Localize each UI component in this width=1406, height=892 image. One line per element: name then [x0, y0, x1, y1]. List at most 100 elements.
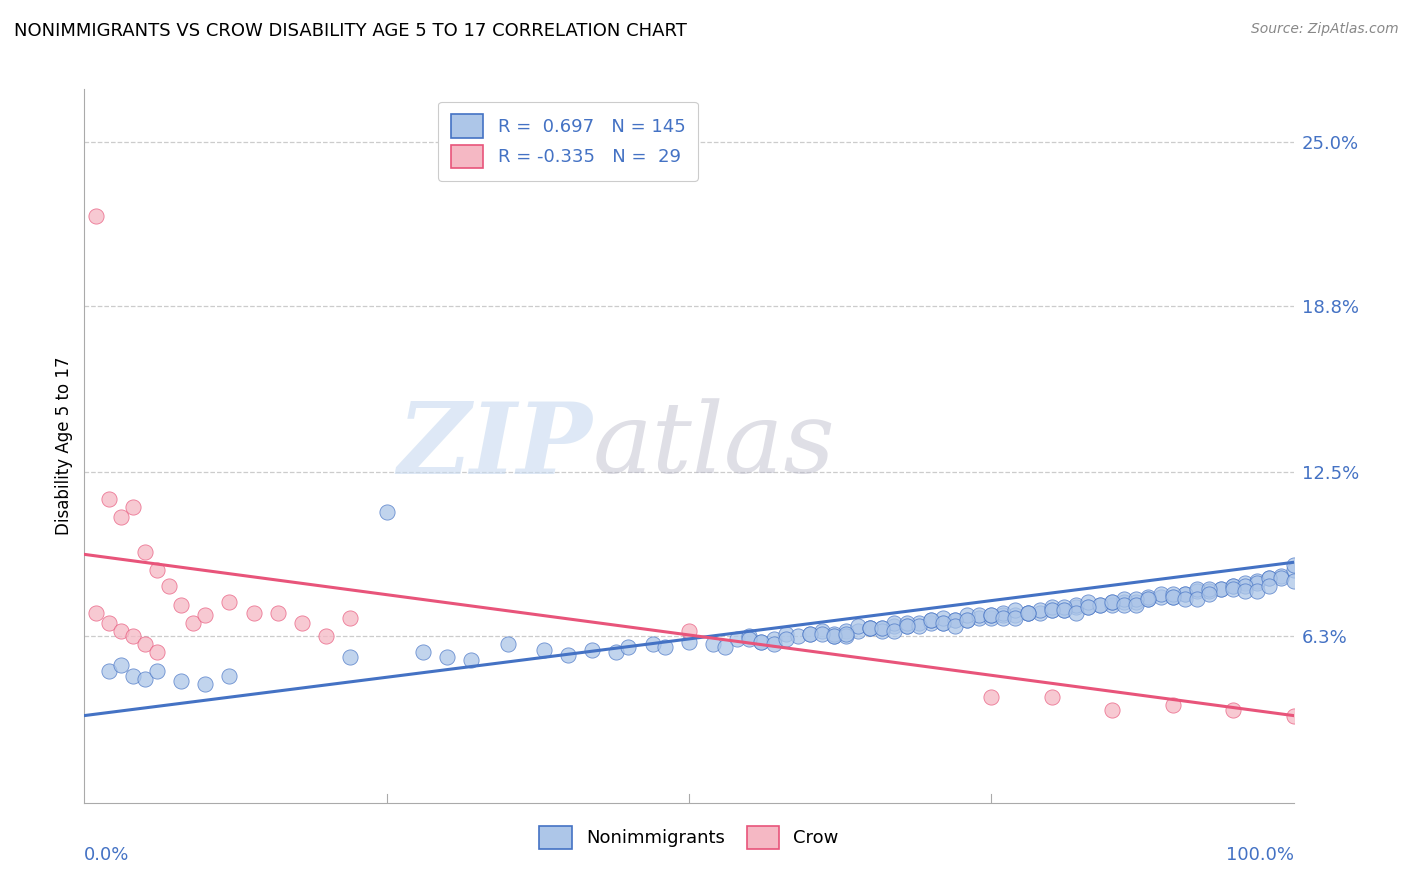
Point: [1028, 606, 1050, 620]
Point: [993, 608, 1015, 623]
Point: [1282, 563, 1305, 577]
Point: [811, 626, 834, 640]
Point: [194, 608, 217, 623]
Point: [883, 618, 905, 632]
Point: [1258, 571, 1281, 585]
Text: 0.0%: 0.0%: [84, 846, 129, 863]
Point: [557, 648, 579, 662]
Point: [170, 598, 193, 612]
Text: Source: ZipAtlas.com: Source: ZipAtlas.com: [1251, 22, 1399, 37]
Point: [738, 632, 761, 646]
Point: [134, 672, 156, 686]
Point: [1017, 606, 1039, 620]
Point: [1088, 598, 1111, 612]
Point: [86, 606, 108, 620]
Point: [1198, 582, 1220, 596]
Point: [799, 626, 821, 640]
Text: 100.0%: 100.0%: [1226, 846, 1294, 863]
Point: [1040, 603, 1063, 617]
Point: [1077, 600, 1099, 615]
Point: [1040, 600, 1063, 615]
Point: [460, 653, 482, 667]
Point: [1040, 603, 1063, 617]
Point: [194, 677, 217, 691]
Point: [751, 634, 773, 648]
Point: [859, 621, 882, 635]
Point: [375, 505, 398, 519]
Point: [956, 614, 979, 628]
Point: [181, 616, 204, 631]
Point: [1258, 571, 1281, 585]
Point: [993, 611, 1015, 625]
Point: [738, 629, 761, 643]
Point: [775, 632, 797, 646]
Point: [1053, 603, 1076, 617]
Point: [1137, 592, 1160, 607]
Point: [1174, 592, 1197, 607]
Text: atlas: atlas: [592, 399, 835, 493]
Point: [859, 621, 882, 635]
Point: [436, 650, 458, 665]
Point: [121, 669, 143, 683]
Point: [170, 674, 193, 689]
Point: [872, 621, 894, 635]
Point: [1004, 608, 1026, 623]
Point: [980, 608, 1002, 623]
Point: [1246, 574, 1268, 588]
Point: [980, 690, 1002, 704]
Point: [110, 510, 132, 524]
Point: [1270, 571, 1292, 585]
Point: [496, 637, 519, 651]
Point: [846, 624, 869, 638]
Point: [339, 611, 361, 625]
Point: [412, 645, 434, 659]
Point: [1088, 598, 1111, 612]
Point: [218, 595, 240, 609]
Point: [786, 629, 808, 643]
Point: [121, 629, 143, 643]
Point: [1064, 598, 1087, 612]
Point: [121, 500, 143, 514]
Point: [86, 209, 108, 223]
Point: [1137, 590, 1160, 604]
Point: [1077, 600, 1099, 615]
Point: [1198, 584, 1220, 599]
Point: [97, 664, 120, 678]
Point: [605, 645, 627, 659]
Point: [1282, 574, 1305, 588]
Point: [1114, 598, 1136, 612]
Point: [1125, 595, 1147, 609]
Point: [811, 624, 834, 638]
Point: [1101, 595, 1123, 609]
Point: [110, 658, 132, 673]
Point: [1004, 603, 1026, 617]
Point: [751, 634, 773, 648]
Point: [1222, 579, 1244, 593]
Point: [1246, 584, 1268, 599]
Point: [1185, 582, 1208, 596]
Point: [315, 629, 337, 643]
Point: [835, 626, 858, 640]
Point: [1174, 587, 1197, 601]
Point: [1282, 558, 1305, 572]
Point: [97, 616, 120, 631]
Point: [97, 491, 120, 506]
Point: [823, 629, 845, 643]
Point: [1234, 584, 1257, 599]
Point: [872, 621, 894, 635]
Point: [1282, 708, 1305, 723]
Point: [846, 618, 869, 632]
Point: [1161, 590, 1184, 604]
Point: [859, 621, 882, 635]
Point: [146, 664, 169, 678]
Point: [1064, 606, 1087, 620]
Point: [702, 637, 724, 651]
Point: [932, 616, 955, 631]
Point: [896, 618, 918, 632]
Point: [762, 637, 785, 651]
Point: [993, 606, 1015, 620]
Point: [775, 626, 797, 640]
Point: [907, 618, 929, 632]
Point: [896, 618, 918, 632]
Point: [714, 640, 737, 654]
